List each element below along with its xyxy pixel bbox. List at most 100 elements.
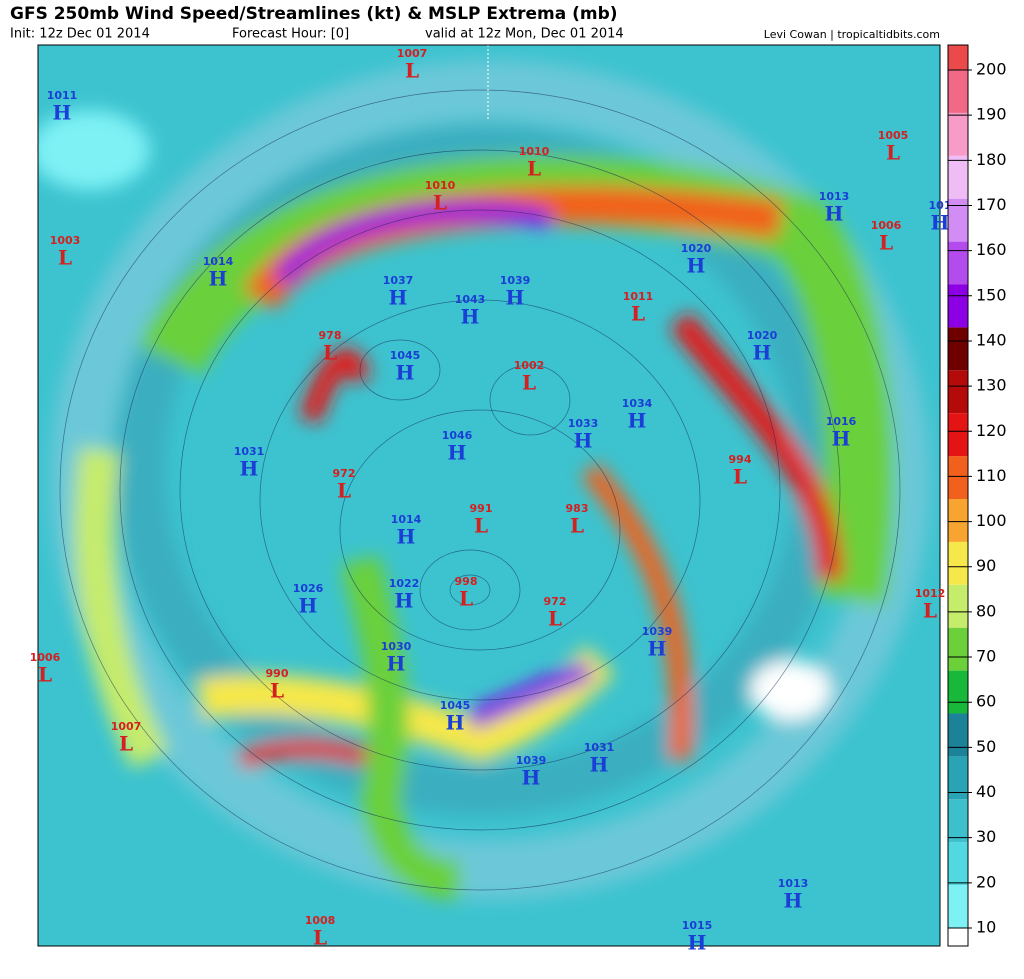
marker-letter: L [548, 607, 562, 631]
map [38, 45, 940, 946]
marker-letter: L [323, 341, 337, 365]
colorbar-label: 180 [976, 150, 1007, 169]
marker-value: 1007 [397, 47, 428, 60]
marker-letter: H [832, 427, 851, 451]
marker-letter: H [648, 637, 667, 661]
colorbar-label: 130 [976, 376, 1007, 395]
forecast-hour: Forecast Hour: [0] [232, 27, 349, 42]
marker-letter: H [387, 652, 406, 676]
colorbar-label: 190 [976, 105, 1007, 124]
marker-value: 1011 [47, 89, 78, 102]
marker-letter: H [506, 286, 525, 310]
marker-letter: H [825, 202, 844, 226]
marker-letter: L [522, 371, 536, 395]
marker-value: 972 [333, 467, 356, 480]
marker-value: 1010 [519, 145, 550, 158]
colorbar-label: 150 [976, 285, 1007, 304]
marker-value: 1046 [442, 429, 473, 442]
marker-letter: H [240, 457, 259, 481]
marker-letter: L [631, 302, 645, 326]
marker-letter: L [58, 246, 72, 270]
colorbar-segment [948, 584, 968, 628]
marker-letter: H [784, 889, 803, 913]
colorbar-label: 40 [976, 782, 996, 801]
colorbar-label: 50 [976, 737, 996, 756]
colorbar-label: 100 [976, 511, 1007, 530]
colorbar-segment [948, 756, 968, 800]
marker-letter: L [433, 191, 447, 215]
colorbar-segment [948, 885, 968, 928]
marker-value: 983 [566, 502, 589, 515]
marker-value: 1007 [111, 720, 142, 733]
colorbar-segment [948, 499, 968, 542]
marker-value: 994 [729, 453, 752, 466]
marker-value: 1043 [455, 293, 486, 306]
colorbar-segment [948, 112, 968, 156]
streamlines [59, 89, 901, 891]
marker-letter: L [270, 679, 284, 703]
marker-value: 1013 [819, 190, 850, 203]
colorbar-segment [948, 70, 968, 113]
colorbar: 10 20 30 40 50 60 70 80 90 100 110 120 130 140 150 160 1… [947, 44, 1007, 947]
marker-value: 1039 [516, 754, 547, 767]
marker-letter: H [389, 286, 408, 310]
marker-letter: L [405, 59, 419, 83]
marker-value: 1022 [389, 577, 420, 590]
colorbar-segment [948, 842, 968, 886]
colorbar-label: 160 [976, 240, 1007, 259]
marker-value: 998 [455, 575, 478, 588]
marker-letter: H [753, 341, 772, 365]
marker-value: 1002 [514, 359, 545, 372]
colorbar-segment [948, 928, 968, 946]
marker-value: 991 [470, 502, 493, 515]
marker-value: 1045 [390, 349, 421, 362]
colorbar-label: 140 [976, 330, 1007, 349]
colorbar-label: 10 [976, 918, 996, 937]
marker-letter: H [396, 361, 415, 385]
marker-value: 1003 [50, 234, 81, 247]
colorbar-segment [948, 799, 968, 843]
colorbar-label: 80 [976, 601, 996, 620]
marker-value: 1006 [871, 219, 902, 232]
marker-letter: H [448, 441, 467, 465]
marker-letter: L [337, 479, 351, 503]
marker-value: 1033 [568, 417, 599, 430]
marker-letter: H [687, 254, 706, 278]
colorbar-segment [948, 627, 968, 671]
marker-letter: H [461, 305, 480, 329]
colorbar-label: 120 [976, 421, 1007, 440]
marker-letter: L [527, 157, 541, 181]
marker-value: 978 [319, 329, 342, 342]
colorbar-segment [948, 413, 968, 457]
colorbar-label: 30 [976, 827, 996, 846]
colorbar-segment [948, 456, 968, 499]
colorbar-segment [948, 713, 968, 757]
marker-value: 1015 [682, 919, 713, 932]
marker-letter: H [209, 267, 228, 291]
marker-letter: H [590, 753, 609, 777]
colorbar-label: 20 [976, 872, 996, 891]
marker-value: 1034 [622, 397, 653, 410]
marker-letter: H [397, 525, 416, 549]
marker-letter: L [733, 465, 747, 489]
init: Init: 12z Dec 01 2014 [10, 27, 150, 42]
marker-letter: H [446, 711, 465, 735]
marker-letter: H [522, 766, 541, 790]
marker-letter: H [628, 409, 647, 433]
map-frame [37, 44, 941, 947]
marker-value: 1037 [383, 274, 414, 287]
marker-letter: H [395, 589, 414, 613]
marker-value: 1011 [623, 290, 654, 303]
marker-value: 1014 [203, 255, 234, 268]
title: GFS 250mb Wind Speed/Streamlines (kt) & … [10, 4, 618, 24]
colorbar-segment [948, 541, 968, 585]
colorbar-label: 110 [976, 466, 1007, 485]
marker-value: 1039 [500, 274, 531, 287]
colorbar-segment [948, 241, 968, 285]
marker-letter: L [313, 926, 327, 950]
marker-letter: H [688, 931, 707, 955]
marker-value: 1031 [584, 741, 615, 754]
credit: Levi Cowan | tropicaltidbits.com [764, 28, 940, 41]
marker-value: 1005 [878, 129, 909, 142]
